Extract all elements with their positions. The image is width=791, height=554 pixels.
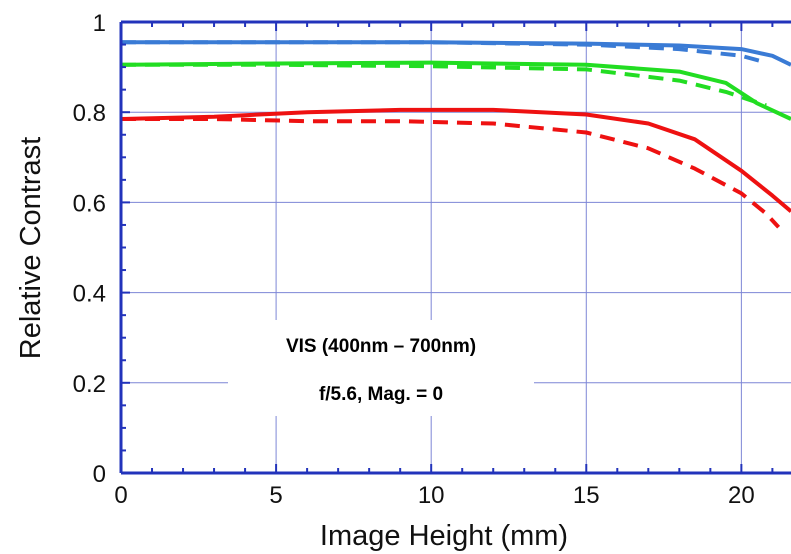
y-tick-label: 0.2 [73,371,106,398]
annotation-wavelength: VIS (400nm – 700nm) [286,336,476,357]
series-line-dashed [121,117,781,229]
y-tick-label: 0.4 [73,281,106,308]
tick-labels: 0 5 10 15 20 0 0.2 0.4 0.6 0.8 1 [73,10,755,509]
series-lines [120,40,791,229]
x-tick-label: 5 [269,482,282,509]
x-tick-label: 15 [573,482,600,509]
y-axis-title: Relative Contrast [15,137,47,359]
y-tick-label: 0.8 [73,100,106,127]
series-line-dashed [121,40,767,65]
y-tick-label: 0.6 [73,190,106,217]
x-tick-label: 10 [418,482,445,509]
annotation-aperture: f/5.6, Mag. = 0 [319,384,443,405]
annotation-background [228,320,534,416]
x-axis-title: Image Height (mm) [320,520,568,552]
x-tick-label: 0 [114,482,127,509]
series-line-solid [120,107,791,213]
x-tick-label: 20 [728,482,755,509]
axis-ticks [120,21,774,474]
series-line-dashed [121,62,767,108]
annotation-box: VIS (400nm – 700nm) f/5.6, Mag. = 0 [228,320,534,416]
y-tick-label: 1 [93,10,106,37]
y-tick-label: 0 [93,461,106,488]
